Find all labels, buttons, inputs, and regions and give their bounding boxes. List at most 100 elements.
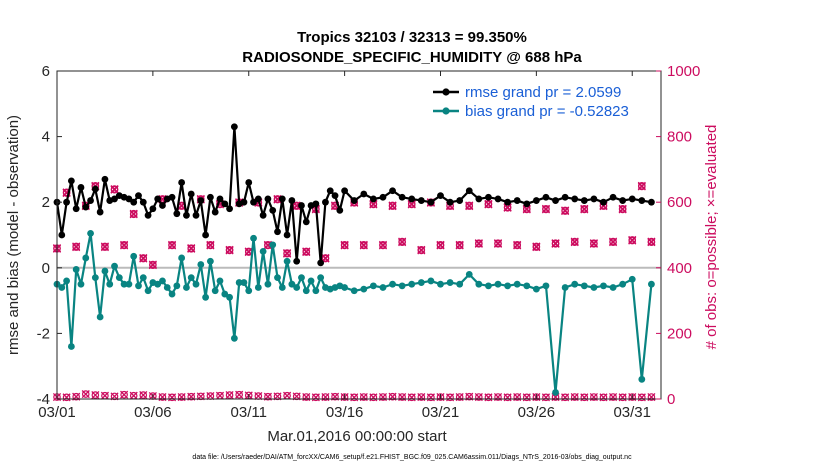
obs_bottom-marker-45 [484, 393, 493, 402]
bias-point-90 [628, 275, 636, 283]
bias-point-7 [87, 229, 94, 237]
obs_evaluated-marker-circle [580, 205, 589, 214]
obs_evaluated-marker-46 [493, 239, 503, 248]
rmse-point-76 [494, 195, 502, 203]
obs_bottom-marker-57 [599, 393, 608, 402]
bias-point-41 [250, 234, 257, 242]
bias-point-62 [360, 285, 368, 293]
rmse-point-6 [82, 203, 90, 211]
obs_evaluated-marker-cross [407, 200, 416, 209]
obs_evaluated-marker-34 [378, 241, 388, 250]
data-file-note: data file: /Users/raeder/DAI/ATM_forcXX/… [192, 454, 632, 461]
obs_evaluated-marker-cross [637, 182, 646, 191]
obs_bottom-marker-circle [475, 393, 483, 401]
y-right-tick-label: 200 [667, 325, 692, 342]
obs_evaluated-marker-7 [120, 241, 129, 250]
obs_evaluated-marker-circle [398, 238, 406, 247]
obs_evaluated-marker-cross [570, 238, 579, 247]
rmse-point-30 [197, 197, 205, 204]
rmse-point-21 [154, 195, 162, 203]
legend: rmse grand pr = 2.0599 bias grand pr = -… [433, 84, 629, 120]
obs_bottom-marker-1 [62, 393, 71, 402]
obs_bottom-marker-9 [139, 391, 148, 400]
rmse-point-29 [192, 211, 200, 219]
legend-rmse-label: rmse grand pr = 2.0599 [465, 84, 621, 101]
obs_evaluated-marker-16 [206, 241, 215, 250]
rmse-point-20 [149, 205, 157, 213]
bias-point-36 [226, 293, 233, 301]
rmse-point-78 [513, 197, 521, 204]
obs_evaluated-marker-43 [465, 202, 474, 211]
bias-point-83 [561, 284, 569, 291]
bias-point-2 [63, 277, 70, 285]
obs_bottom-marker-circle [561, 393, 569, 402]
obs_bottom-marker-cross [206, 391, 215, 401]
obs_evaluated-marker-cross [474, 239, 483, 248]
rmse-point-1 [58, 231, 66, 239]
rmse-point-54 [312, 200, 320, 208]
obs_evaluated-marker-8 [129, 210, 138, 219]
x-tick-label: 03/31 [613, 404, 651, 421]
rmse-point-89 [619, 197, 627, 204]
rmse-point-19 [144, 211, 152, 219]
rmse-point-61 [350, 197, 358, 204]
bias-point-35 [221, 290, 229, 298]
obs_bottom-marker-circle [187, 392, 196, 401]
obs_evaluated-marker-circle [570, 238, 579, 247]
obs_evaluated-marker-cross [503, 203, 512, 212]
bias-point-89 [619, 280, 627, 288]
obs_evaluated-marker-cross [417, 246, 426, 255]
obs_evaluated-marker-cross [522, 205, 531, 214]
rmse-point-68 [417, 197, 425, 204]
y-right-tick-label: 400 [667, 260, 692, 277]
bias-point-29 [192, 280, 200, 288]
bias-point-44 [264, 280, 272, 288]
y-right-tick-label: 1000 [667, 63, 700, 80]
obs_bottom-marker-circle [484, 393, 493, 402]
x-tick-label: 03/26 [518, 404, 556, 421]
bias-point-82 [552, 389, 559, 396]
obs_evaluated-marker-circle [647, 238, 656, 247]
obs_bottom-marker-12 [167, 393, 177, 402]
obs_bottom-marker-cross [254, 391, 263, 401]
obs_evaluated-marker-cross [72, 243, 81, 252]
bias-point-11 [106, 280, 114, 288]
obs_bottom-marker-27 [311, 393, 320, 402]
rmse-point-43 [259, 211, 267, 219]
rmse-point-2 [63, 198, 70, 206]
obs_evaluated-marker-circle [359, 241, 368, 250]
obs_bottom-marker-circle [331, 392, 339, 401]
obs_evaluated-marker-6 [110, 185, 119, 194]
obs_bottom-marker-circle [72, 392, 80, 401]
bias-point-80 [532, 285, 540, 293]
obs_bottom-marker-circle [407, 393, 416, 402]
obs_bottom-marker-circle [522, 393, 531, 402]
rmse-point-65 [389, 187, 396, 195]
bias-point-6 [82, 254, 90, 262]
obs_evaluated-marker-circle [542, 205, 550, 214]
rmse-point-24 [168, 193, 176, 201]
obs_bottom-marker-cross [599, 393, 608, 402]
obs_evaluated-marker-cross [513, 241, 522, 250]
obs_bottom-marker-cross [522, 393, 531, 402]
rmse-point-67 [408, 195, 416, 203]
bias-point-1 [58, 284, 66, 291]
rmse-point-66 [398, 193, 406, 201]
obs_evaluated-marker-cross [465, 202, 474, 211]
obs_bottom-marker-circle [369, 393, 378, 402]
obs_bottom-marker-circle [158, 393, 167, 401]
obs_bottom-marker-circle [455, 393, 464, 401]
y-right-tick-label: 800 [667, 129, 692, 146]
obs_bottom-marker-circle [312, 393, 320, 402]
obs_evaluated-marker-cross [455, 241, 464, 250]
obs_bottom-marker-circle [513, 393, 521, 401]
bias-point-68 [417, 279, 425, 286]
obs_evaluated-marker-38 [417, 246, 426, 255]
bias-point-72 [456, 280, 464, 288]
obs_bottom-marker-19 [235, 390, 244, 399]
obs_evaluated-marker-circle [110, 185, 119, 194]
obs_evaluated-marker-44 [474, 239, 483, 248]
obs_evaluated-marker-9 [139, 254, 148, 263]
obs_evaluated-marker-51 [541, 205, 551, 214]
obs_evaluated-marker-55 [580, 205, 589, 214]
